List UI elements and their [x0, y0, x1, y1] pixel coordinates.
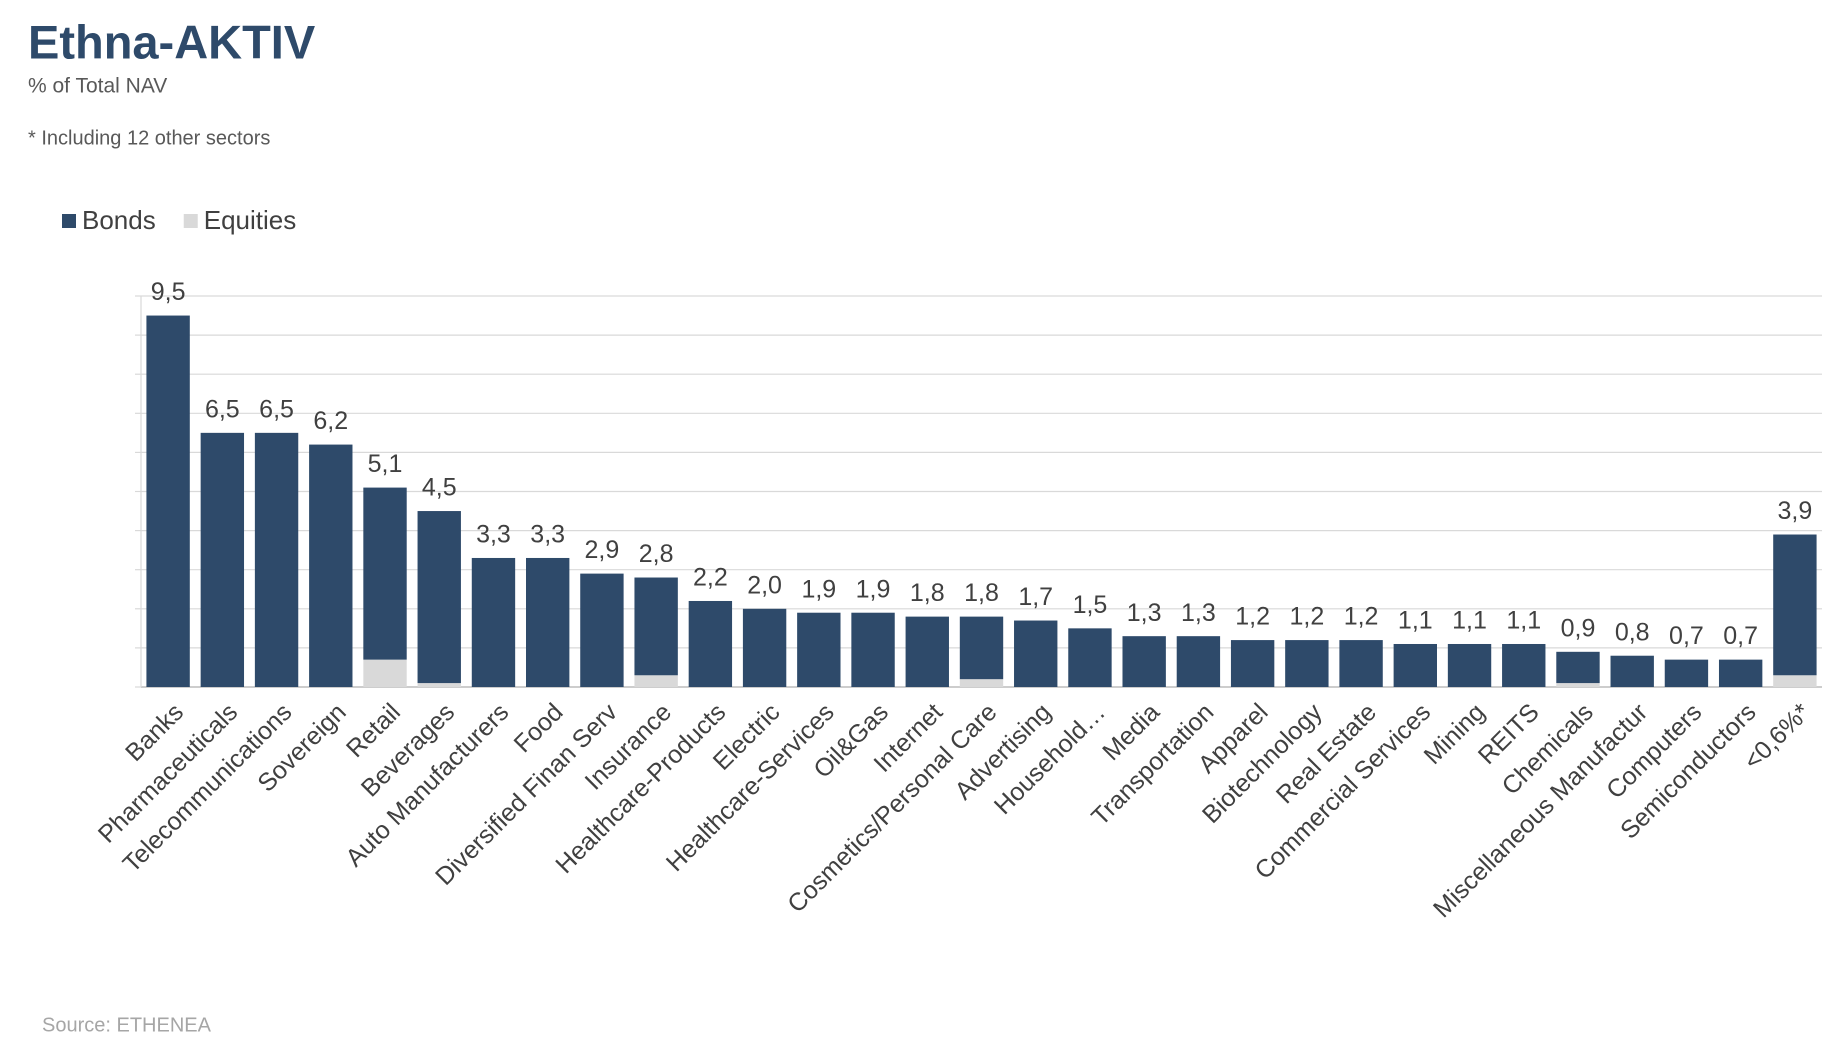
value-label: 0,7 [1669, 622, 1704, 650]
chart-title: Ethna-AKTIV [28, 15, 316, 68]
value-label: 4,5 [422, 474, 457, 502]
legend-label: Equities [204, 205, 297, 235]
bar-segment [146, 315, 190, 687]
value-label: 1,7 [1018, 583, 1053, 611]
legend-label: Bonds [82, 205, 156, 235]
bar-segment [634, 577, 678, 676]
value-label: 1,1 [1506, 607, 1541, 635]
value-label: 0,7 [1723, 622, 1758, 650]
bar-segment [797, 612, 841, 687]
bar-segment [1122, 636, 1166, 687]
value-label: 3,9 [1778, 497, 1813, 525]
legend-swatch [62, 214, 76, 228]
bar-segment [417, 683, 461, 687]
value-label: 1,2 [1289, 603, 1324, 631]
bar-segment [309, 444, 353, 687]
value-label: 2,9 [585, 536, 620, 564]
bar-segment [1718, 659, 1763, 687]
chart-note: * Including 12 other sectors [28, 127, 270, 149]
bar-segment [959, 679, 1004, 687]
value-label: 2,8 [639, 540, 674, 568]
bar-segment [1664, 659, 1709, 687]
bar-segment [1556, 651, 1600, 684]
chart-subtitle: % of Total NAV [28, 75, 167, 98]
value-label: 1,3 [1127, 599, 1162, 627]
value-label: 1,2 [1344, 603, 1379, 631]
value-label: 2,2 [693, 564, 728, 592]
value-label: 2,0 [747, 571, 782, 599]
bar-segment [363, 487, 407, 660]
bar-segment [471, 557, 516, 687]
source: Source: ETHENEA [42, 1014, 212, 1036]
bar-segment [417, 511, 461, 684]
value-label: 6,5 [205, 395, 240, 423]
bar-segment [851, 612, 895, 687]
bar-segment [1556, 683, 1600, 687]
x-tick-label: Mining [1419, 698, 1491, 770]
value-label: 3,3 [476, 521, 511, 549]
bar-segment [1014, 620, 1058, 687]
value-label: 1,9 [801, 575, 836, 603]
value-label: 1,8 [964, 579, 999, 607]
bar-segment [1285, 640, 1329, 687]
value-label: 0,8 [1615, 618, 1650, 646]
value-label: 6,5 [259, 395, 294, 423]
bar-segment [526, 557, 570, 687]
bar-segment [1068, 628, 1112, 687]
value-label: 1,5 [1073, 591, 1108, 619]
bar-segment [688, 600, 733, 687]
value-label: 1,1 [1452, 607, 1487, 635]
value-label: 5,1 [368, 450, 403, 478]
bar-segment [742, 608, 787, 687]
bar-segment [959, 616, 1004, 680]
value-label: 1,8 [910, 579, 945, 607]
value-label: 0,9 [1561, 614, 1596, 642]
legend-swatch [183, 214, 198, 228]
bar-segment [1339, 640, 1383, 687]
bar-segment [1176, 636, 1221, 687]
value-label: 3,3 [530, 521, 565, 549]
bar-segment [905, 616, 949, 687]
value-label: 1,2 [1235, 603, 1270, 631]
bar-segment [580, 573, 624, 687]
value-label: 6,2 [313, 407, 348, 435]
bar-segment [254, 432, 299, 687]
bar-segment [1773, 534, 1817, 676]
value-label: 1,1 [1398, 607, 1433, 635]
bar-segment [1447, 643, 1492, 687]
value-label: 1,9 [856, 575, 891, 603]
value-label: 9,5 [151, 278, 186, 306]
bar-segment [1773, 675, 1817, 687]
bar-segment [1230, 640, 1275, 687]
bar-segment [634, 675, 678, 687]
value-label: 1,3 [1181, 599, 1216, 627]
bar-segment [363, 659, 407, 687]
bar-segment [1393, 643, 1437, 687]
bar-segment [200, 432, 245, 687]
bar-segment [1610, 655, 1654, 687]
bar-segment [1502, 643, 1546, 687]
